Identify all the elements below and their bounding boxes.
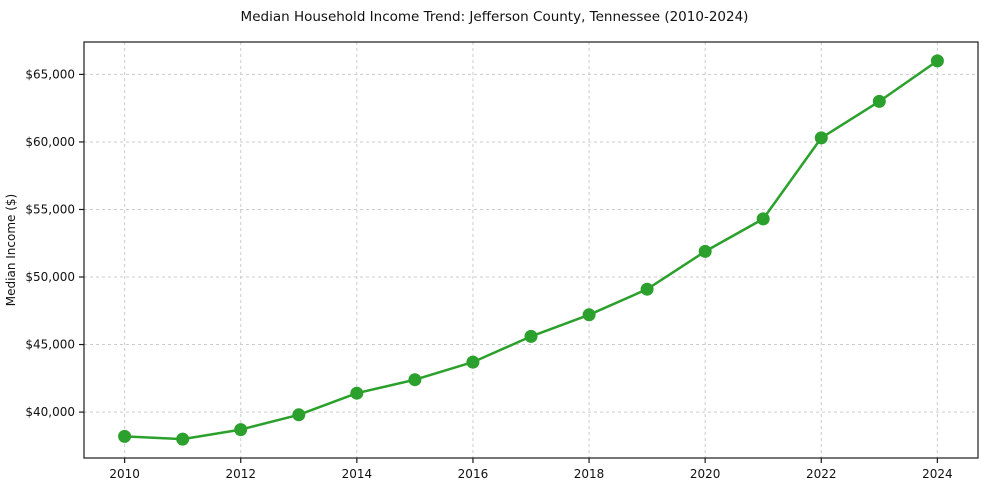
data-point [350, 386, 364, 400]
chart-title: Median Household Income Trend: Jefferson… [240, 9, 749, 25]
svg-text:2018: 2018 [574, 467, 605, 481]
data-point [524, 329, 538, 343]
svg-text:2012: 2012 [225, 467, 256, 481]
y-axis-ticks: $40,000 $45,000 $50,000 $55,000 $60,000 $65,0… [25, 67, 84, 419]
data-point [698, 244, 712, 258]
data-point [466, 355, 480, 369]
svg-text:$45,000: $45,000 [25, 338, 75, 352]
svg-text:2020: 2020 [690, 467, 721, 481]
data-point-markers [118, 54, 944, 446]
svg-text:$60,000: $60,000 [25, 135, 75, 149]
svg-text:$40,000: $40,000 [25, 405, 75, 419]
data-point [872, 94, 886, 108]
svg-text:2014: 2014 [342, 467, 373, 481]
data-point [234, 423, 248, 437]
data-point [118, 429, 132, 443]
data-point [814, 131, 828, 145]
x-axis-ticks: 2010 2012 2014 2016 2018 2020 2022 2024 [109, 458, 953, 481]
svg-text:2022: 2022 [806, 467, 837, 481]
data-point [756, 212, 770, 226]
data-point [408, 373, 422, 387]
svg-text:2016: 2016 [458, 467, 489, 481]
gridlines [84, 42, 978, 458]
y-axis-label: Median Income ($) [4, 193, 18, 307]
svg-text:2010: 2010 [109, 467, 140, 481]
data-point [582, 308, 596, 322]
data-point [292, 408, 306, 422]
plot-area [84, 42, 978, 458]
plot-border [83, 41, 979, 459]
svg-text:$50,000: $50,000 [25, 270, 75, 284]
data-point [640, 282, 654, 296]
data-point [930, 54, 944, 68]
svg-text:2024: 2024 [922, 467, 953, 481]
svg-text:$65,000: $65,000 [25, 67, 75, 81]
svg-text:$55,000: $55,000 [25, 202, 75, 216]
data-point [176, 432, 190, 446]
